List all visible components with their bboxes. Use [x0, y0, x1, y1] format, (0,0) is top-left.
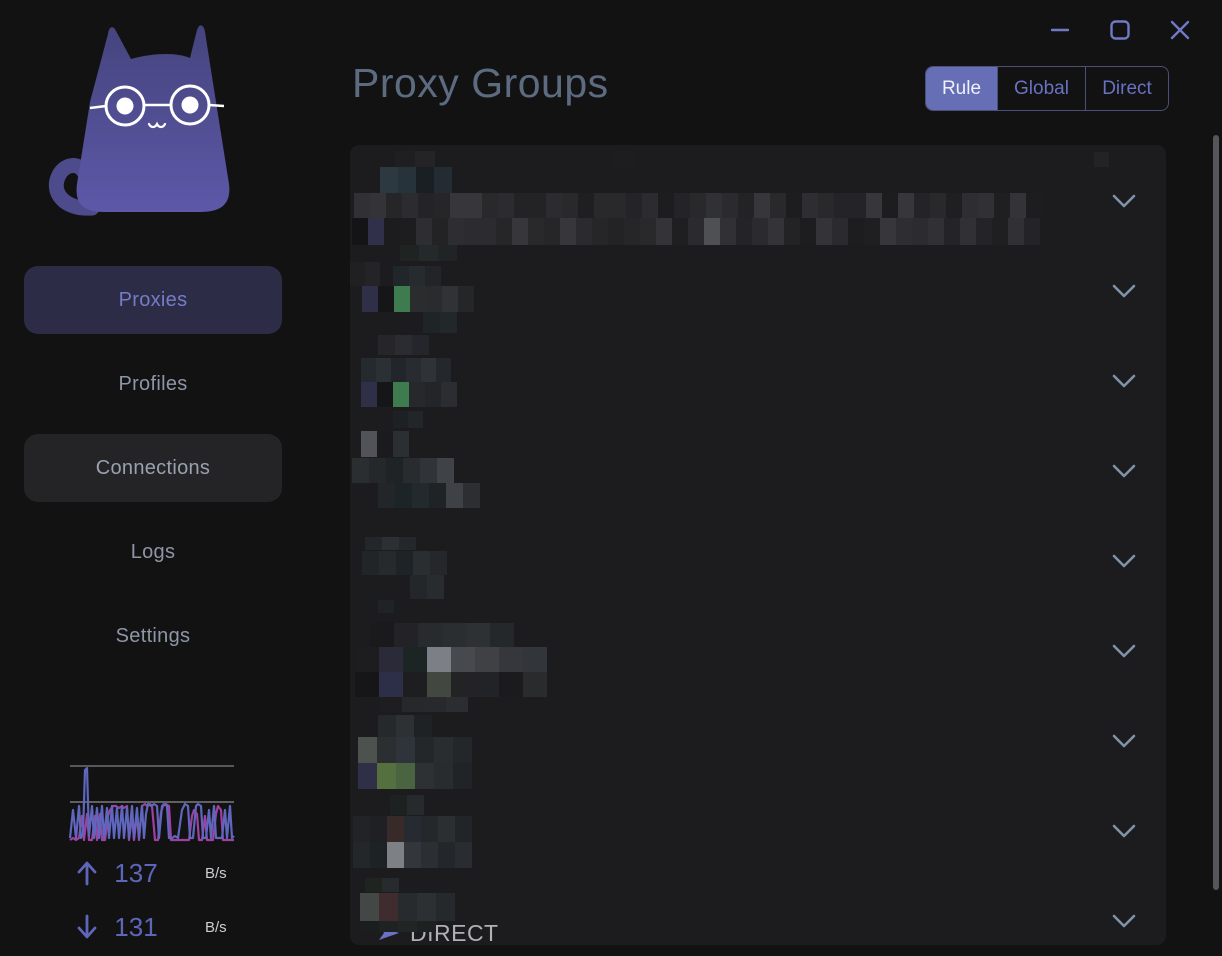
traffic-sparkline: [68, 765, 235, 842]
upload-arrow-icon: [77, 861, 97, 886]
redacted-text-group-3: [361, 358, 451, 382]
redacted-text-group-3: [361, 382, 457, 407]
redacted-text-group-4: [352, 458, 454, 483]
download-speed-unit: B/s: [205, 919, 227, 936]
minimize-button[interactable]: [1040, 10, 1080, 50]
expand-group-chevron-down-icon[interactable]: [1112, 914, 1136, 929]
redacted-text-group-2: [393, 266, 441, 286]
expand-group-chevron-down-icon[interactable]: [1112, 374, 1136, 389]
expand-group-chevron-down-icon[interactable]: [1112, 644, 1136, 659]
redacted-text-group-4: [378, 483, 480, 508]
redacted-text-group-5: [362, 551, 447, 575]
redacted-text-group-3: [378, 335, 429, 355]
redacted-text-group-8: [353, 842, 472, 868]
expand-group-chevron-down-icon[interactable]: [1112, 734, 1136, 749]
expand-group-chevron-down-icon[interactable]: [1112, 554, 1136, 569]
expand-group-chevron-down-icon[interactable]: [1112, 824, 1136, 839]
mode-button-rule[interactable]: Rule: [926, 67, 997, 110]
redacted-text-group-9: [360, 893, 455, 921]
expand-group-chevron-down-icon[interactable]: [1112, 194, 1136, 209]
upload-traffic-line: [68, 766, 235, 840]
expand-group-chevron-down-icon[interactable]: [1112, 284, 1136, 299]
maximize-icon: [1110, 20, 1130, 40]
redacted-text-group-1: [354, 193, 1042, 218]
sidebar-item-connections[interactable]: Connections: [24, 434, 282, 502]
redacted-text-group-1: [1094, 152, 1109, 167]
close-button[interactable]: [1160, 10, 1200, 50]
download-speed-row: 131 B/s: [0, 912, 300, 942]
redacted-text-group-1: [395, 151, 435, 167]
vertical-scrollbar-thumb[interactable]: [1213, 135, 1219, 890]
sidebar-item-profiles[interactable]: Profiles: [118, 372, 188, 395]
close-icon: [1170, 20, 1190, 40]
outbound-mode-switch: Rule Global Direct: [925, 66, 1169, 111]
redacted-text-group-8: [353, 816, 472, 842]
mode-button-global[interactable]: Global: [997, 67, 1085, 110]
maximize-button[interactable]: [1100, 10, 1140, 50]
redacted-text-group-6: [380, 697, 468, 712]
redacted-text-group-6: [355, 647, 547, 672]
redacted-text-group-1: [352, 218, 1040, 245]
sidebar-item-settings[interactable]: Settings: [115, 624, 191, 647]
redacted-text-group-7: [358, 763, 472, 789]
redacted-text-group-1: [380, 167, 452, 193]
redacted-text-group-5: [378, 600, 394, 613]
app-logo-cat-icon: [48, 25, 230, 216]
redacted-text-group-2: [423, 312, 457, 333]
upload-speed-value: 137: [114, 858, 158, 888]
redacted-text-group-8: [390, 795, 424, 815]
redacted-text-group-7: [358, 737, 472, 763]
proxy-groups-panel: DIRECT: [350, 145, 1166, 945]
redacted-text-group-5: [410, 575, 444, 599]
redacted-text-group-9: [360, 921, 436, 932]
download-arrow-icon: [77, 914, 97, 939]
mode-button-direct[interactable]: Direct: [1085, 67, 1168, 110]
sidebar-item-proxies[interactable]: Proxies: [24, 266, 282, 334]
upload-speed-row: 137 B/s: [0, 858, 300, 888]
upload-speed-unit: B/s: [205, 865, 227, 882]
redacted-text-group-5: [365, 537, 416, 550]
redacted-text-group-7: [378, 715, 432, 737]
redacted-text-group-3: [393, 411, 423, 428]
minimize-icon: [1050, 28, 1070, 32]
sidebar-item-logs[interactable]: Logs: [130, 540, 176, 563]
download-speed-value: 131: [114, 912, 158, 942]
redacted-text-group-2: [362, 286, 474, 312]
redacted-text-group-6: [370, 623, 514, 647]
redacted-text-group-1: [613, 151, 635, 167]
redacted-text-group-9: [365, 878, 399, 892]
expand-group-chevron-down-icon[interactable]: [1112, 464, 1136, 479]
redacted-text-group-1: [400, 245, 457, 261]
redacted-text-group-4: [361, 431, 409, 457]
redacted-text-group-2: [350, 262, 380, 286]
redacted-text-group-6: [355, 672, 547, 697]
page-title: Proxy Groups: [352, 60, 609, 106]
